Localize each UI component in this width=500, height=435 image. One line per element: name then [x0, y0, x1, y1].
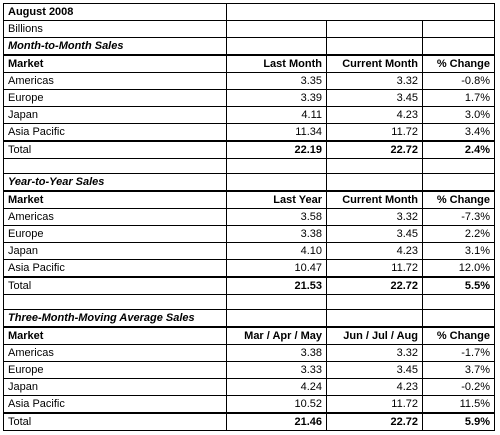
table-row: Europe 3.38 3.45 2.2%	[3, 225, 495, 243]
total-row: Total 21.46 22.72 5.9%	[3, 412, 495, 431]
table-row: Japan 4.11 4.23 3.0%	[3, 106, 495, 124]
col-header-change: % Change	[422, 54, 495, 73]
total-row: Total 22.19 22.72 2.4%	[3, 140, 495, 159]
table-row: Europe 3.33 3.45 3.7%	[3, 361, 495, 379]
table-row: Japan 4.24 4.23 -0.2%	[3, 378, 495, 396]
col-header-current-quarter: Jun / Jul / Aug	[326, 326, 423, 345]
table-row: Americas 3.38 3.32 -1.7%	[3, 344, 495, 362]
col-header-last-month: Last Month	[226, 54, 327, 73]
sales-sheet: August 2008 Billions Month-to-Month Sale…	[3, 3, 495, 432]
col-header-change: % Change	[422, 190, 495, 209]
col-header-prior-quarter: Mar / Apr / May	[226, 326, 327, 345]
units-label: Billions	[3, 20, 227, 38]
table-row: Europe 3.39 3.45 1.7%	[3, 89, 495, 107]
col-header-change: % Change	[422, 326, 495, 345]
col-header-last-year: Last Year	[226, 190, 327, 209]
col-header-current-month: Current Month	[326, 190, 423, 209]
col-header-market: Market	[3, 54, 227, 73]
col-header-market: Market	[3, 326, 227, 345]
section-title-month: Month-to-Month Sales	[3, 37, 227, 56]
table-row: Asia Pacific 10.47 11.72 12.0%	[3, 259, 495, 278]
col-header-current-month: Current Month	[326, 54, 423, 73]
table-row: Japan 4.10 4.23 3.1%	[3, 242, 495, 260]
table-row: Americas 3.35 3.32 -0.8%	[3, 72, 495, 90]
section-title-year: Year-to-Year Sales	[3, 173, 227, 192]
table-row: Americas 3.58 3.32 -7.3%	[3, 208, 495, 226]
sales-table: August 2008 Billions Month-to-Month Sale…	[3, 3, 495, 431]
table-row: Asia Pacific 10.52 11.72 11.5%	[3, 395, 495, 414]
total-row: Total 21.53 22.72 5.5%	[3, 276, 495, 295]
col-header-market: Market	[3, 190, 227, 209]
table-row: Asia Pacific 11.34 11.72 3.4%	[3, 123, 495, 142]
section-title-moving-average: Three-Month-Moving Average Sales	[3, 309, 227, 328]
report-title: August 2008	[3, 3, 227, 21]
